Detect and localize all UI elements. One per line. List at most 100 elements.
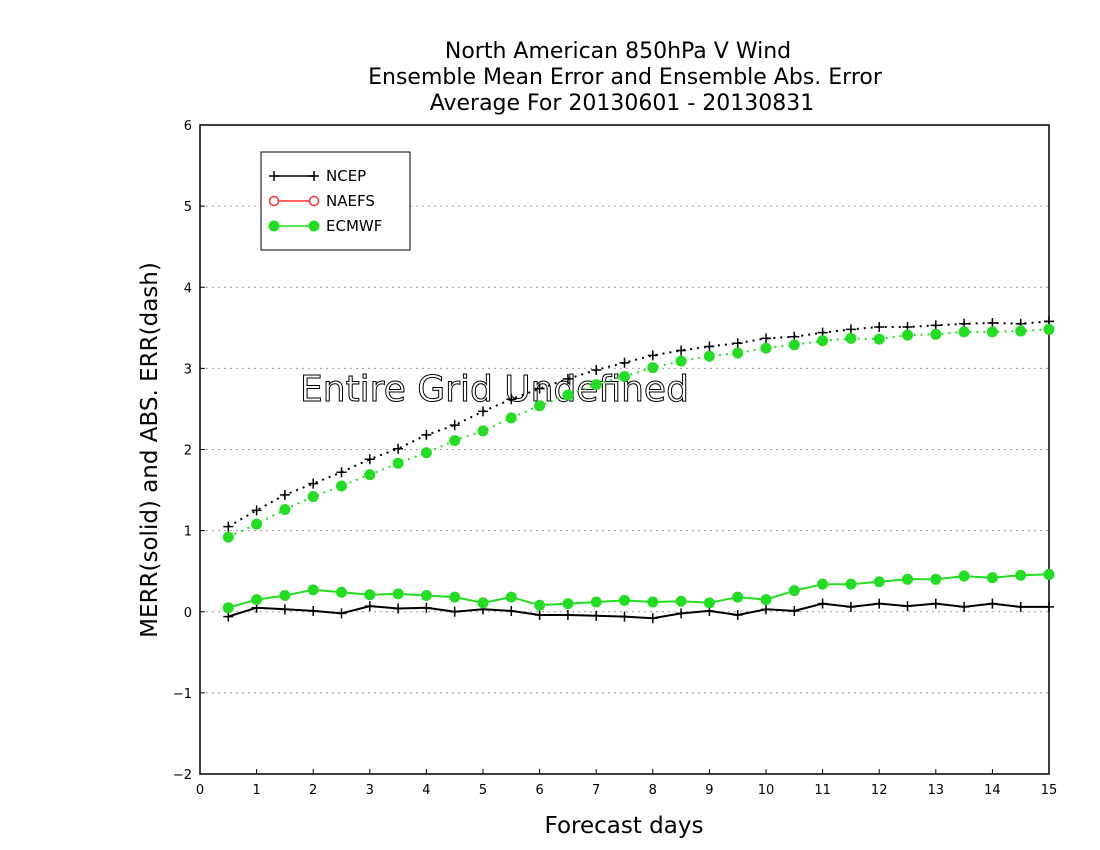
legend-entry-ncep: NCEP <box>269 167 366 185</box>
ecmwf-mean-error-point <box>958 570 970 582</box>
x-tick-label: 2 <box>309 783 317 798</box>
title-line-1: North American 850hPa V Wind <box>445 39 791 64</box>
ncep-mean-error-point <box>987 598 998 609</box>
series-ecmwf-abs-error <box>222 323 1055 543</box>
x-tick-label: 14 <box>984 783 1001 798</box>
legend-naefs-marker <box>268 195 280 207</box>
x-tick-label: 1 <box>252 783 260 798</box>
ncep-mean-error-point <box>676 608 687 619</box>
ecmwf-mean-error-point <box>760 594 772 606</box>
ecmwf-abs-error-point <box>930 328 942 340</box>
ecmwf-mean-error-point <box>675 595 687 607</box>
ncep-mean-error-point <box>902 601 913 612</box>
x-tick-label: 12 <box>871 783 888 798</box>
ecmwf-mean-error-point <box>392 588 404 600</box>
ncep-abs-error-point <box>562 373 573 384</box>
ncep-mean-error-point <box>874 598 885 609</box>
y-tick-label: 1 <box>184 525 192 540</box>
ncep-mean-error-point <box>506 605 517 616</box>
ecmwf-mean-error-point <box>477 597 489 609</box>
y-tick-label: −2 <box>173 768 192 783</box>
ecmwf-abs-error-point <box>279 504 291 516</box>
ncep-abs-error-point <box>704 341 715 352</box>
ecmwf-mean-error-point <box>732 591 744 603</box>
y-tick-label: 0 <box>184 606 192 621</box>
x-tick-label: 4 <box>422 783 430 798</box>
x-tick-label: 0 <box>196 783 204 798</box>
ecmwf-mean-error-point <box>590 596 602 608</box>
ecmwf-mean-error-point <box>505 591 517 603</box>
ecmwf-abs-error-point <box>732 347 744 359</box>
ecmwf-mean-error-point <box>1015 569 1027 581</box>
x-tick-label: 6 <box>535 783 543 798</box>
y-tick-label: 4 <box>184 281 192 296</box>
ecmwf-abs-error-point <box>788 339 800 351</box>
x-tick-label: 8 <box>649 783 657 798</box>
ncep-mean-error-point <box>308 605 319 616</box>
ncep-mean-error-point <box>336 608 347 619</box>
ecmwf-mean-error-point <box>449 591 461 603</box>
ncep-mean-error-point <box>562 609 573 620</box>
ecmwf-abs-error-point <box>760 342 772 354</box>
legend-naefs-marker <box>308 195 320 207</box>
ncep-abs-error-point <box>364 454 375 465</box>
y-tick-label: 5 <box>184 200 192 215</box>
x-tick-label: 5 <box>479 783 487 798</box>
ncep-mean-error-point <box>732 609 743 620</box>
x-tick-label: 15 <box>1041 783 1058 798</box>
ncep-mean-error-point <box>959 601 970 612</box>
ecmwf-mean-error-point <box>647 596 659 608</box>
ecmwf-abs-error-point <box>307 491 319 503</box>
ecmwf-mean-error-point <box>817 578 829 590</box>
ecmwf-abs-error-point <box>449 435 461 447</box>
ncep-mean-error-point <box>761 604 771 615</box>
ncep-abs-error-point <box>845 324 856 335</box>
ecmwf-abs-error-point <box>222 531 234 543</box>
ecmwf-mean-error-point <box>902 573 913 585</box>
ecmwf-abs-error-point <box>817 335 829 347</box>
ecmwf-abs-error-point <box>958 326 970 338</box>
ncep-mean-error-point <box>845 601 856 612</box>
legend-ecmwf-label: ECMWF <box>326 217 382 235</box>
ncep-mean-error-point <box>393 603 404 614</box>
ncep-abs-error-point <box>279 489 290 500</box>
ncep-mean-error-point <box>534 609 545 620</box>
ncep-abs-error-point <box>761 333 771 344</box>
chart-title: North American 850hPa V Wind Ensemble Me… <box>368 39 883 116</box>
ecmwf-abs-error-point <box>873 333 885 345</box>
ecmwf-abs-error-point <box>619 370 630 382</box>
series-ncep-abs-error <box>223 316 1054 532</box>
x-axis: 0 1 2 3 4 5 6 7 8 9 10 11 12 13 14 15 <box>196 769 1057 798</box>
ecmwf-mean-error-point <box>251 594 263 606</box>
ncep-abs-error-point <box>478 406 488 417</box>
ncep-abs-error-point <box>619 357 630 368</box>
ecmwf-mean-error-point <box>930 573 942 585</box>
ecmwf-mean-error-point <box>336 586 347 598</box>
ecmwf-mean-error-point <box>703 597 715 609</box>
ecmwf-mean-error-point <box>1043 568 1055 580</box>
legend-ncep-marker <box>309 171 319 181</box>
ncep-abs-error-point <box>874 322 885 333</box>
ecmwf-mean-error-point <box>222 602 234 614</box>
ncep-abs-error-line <box>227 320 1050 528</box>
legend-ncep-marker <box>269 171 279 181</box>
ecmwf-abs-error-point <box>902 329 913 341</box>
ecmwf-abs-error-point <box>364 469 376 481</box>
x-tick-label: 13 <box>928 783 945 798</box>
y-tick-label: 6 <box>184 119 192 134</box>
ecmwf-mean-error-point <box>562 598 574 610</box>
ecmwf-abs-error-point <box>505 412 517 424</box>
ecmwf-abs-error-point <box>1043 323 1055 335</box>
legend-entries: NCEP NAEFS ECMWF <box>268 167 382 235</box>
ecmwf-abs-error-point <box>477 425 489 437</box>
ecmwf-mean-error-point <box>307 584 319 596</box>
title-line-3: Average For 20130601 - 20130831 <box>430 91 815 116</box>
legend-naefs-label: NAEFS <box>326 192 375 210</box>
x-tick-label: 3 <box>366 783 374 798</box>
ncep-mean-error-point <box>619 611 630 622</box>
ncep-mean-error-point <box>449 606 460 617</box>
x-tick-label: 9 <box>705 783 713 798</box>
ecmwf-mean-error-point <box>845 578 857 590</box>
ncep-mean-error-point <box>817 598 828 609</box>
